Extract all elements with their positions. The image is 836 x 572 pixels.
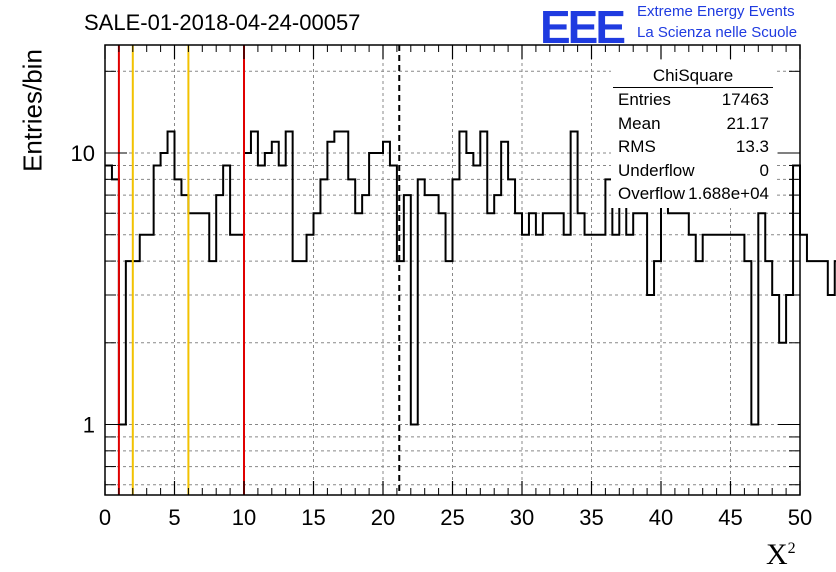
histogram-series — [105, 130, 836, 426]
stats-label: Overflow — [618, 184, 686, 203]
logo-line-2: La Scienza nelle Scuole — [637, 24, 798, 41]
stats-value: 17463 — [721, 90, 769, 109]
x-tick-label: 5 — [168, 505, 180, 530]
axis-ticks: 0 5 10 15 20 25 30 35 40 45 50 1 10 — [71, 45, 812, 530]
histogram-line — [105, 130, 836, 426]
y-tick-label: 10 — [71, 141, 95, 166]
x-tick-label: 20 — [371, 505, 395, 530]
stats-label: Underflow — [618, 160, 695, 180]
stats-row-overflow: Overflow 1.688e+04 — [611, 182, 775, 206]
stats-label: Mean — [618, 113, 661, 133]
x-tick-label: 50 — [788, 505, 812, 530]
x-tick-label: 15 — [301, 505, 325, 530]
x-tick-label: 10 — [232, 505, 256, 530]
stats-value: 13.3 — [735, 137, 769, 156]
x-tick-label: 30 — [510, 505, 534, 530]
stats-value: 1.688e+04 — [688, 184, 769, 203]
x-tick-label: 40 — [649, 505, 673, 530]
x-tick-label: 25 — [440, 505, 464, 530]
stats-row-entries: Entries 17463 — [611, 88, 775, 112]
stats-row-mean: Mean 21.17 — [611, 112, 775, 136]
x-tick-label: 35 — [579, 505, 603, 530]
stats-label: Entries — [618, 90, 671, 109]
stats-title: ChiSquare — [613, 66, 773, 88]
x-tick-label: 0 — [99, 505, 111, 530]
x-tick-label: 45 — [718, 505, 742, 530]
marker-lines — [117, 45, 401, 495]
stats-label: RMS — [618, 137, 656, 156]
stats-row-underflow: Underflow 0 — [611, 159, 775, 183]
eee-logo: EEE — [540, 1, 626, 53]
y-axis-label: Entries/bin — [17, 49, 48, 172]
chart-title: SALE-01-2018-04-24-00057 — [84, 10, 361, 35]
y-tick-label: 1 — [83, 413, 95, 438]
stats-value: 21.17 — [726, 113, 769, 133]
logo-line-1: Extreme Energy Events — [637, 3, 795, 20]
stats-value: 0 — [759, 160, 769, 180]
stats-box: ChiSquare Entries 17463 Mean 21.17 RMS 1… — [611, 63, 775, 208]
stats-row-rms: RMS 13.3 — [611, 135, 775, 159]
x-axis-label: X2 — [766, 538, 796, 571]
